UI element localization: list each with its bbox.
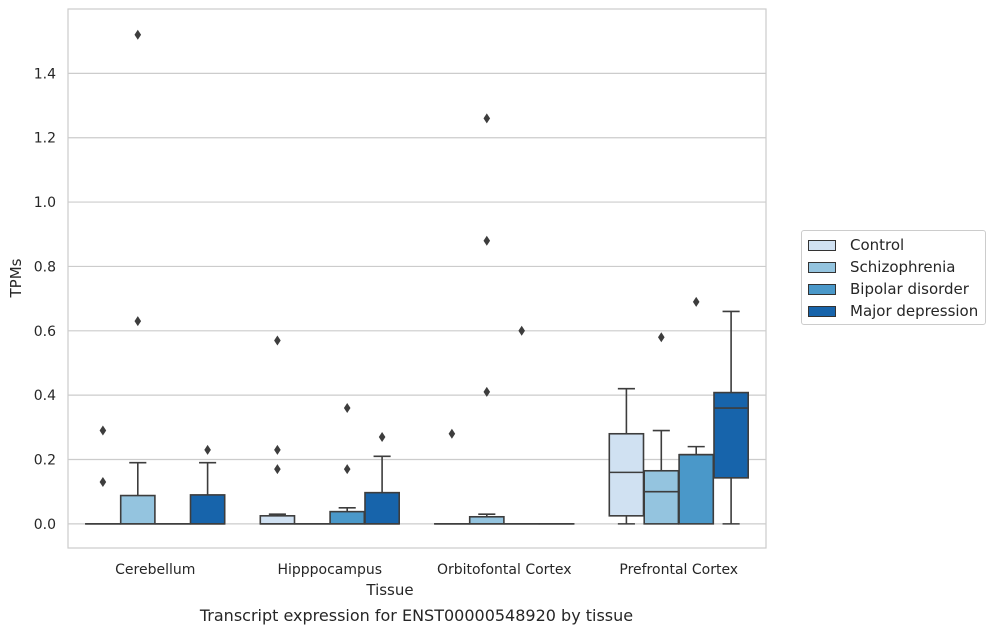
box-cerebellum-schizophrenia xyxy=(119,29,156,525)
y-tick-label: 1.0 xyxy=(34,195,56,211)
outlier-point xyxy=(134,29,142,40)
legend-swatch-schizophrenia xyxy=(808,261,836,273)
box-hipppocampus-control xyxy=(259,335,296,525)
box-body xyxy=(259,515,296,525)
legend-label-control: Control xyxy=(850,236,905,254)
gridlines xyxy=(68,72,766,525)
box-cerebellum-major-depression xyxy=(189,444,226,525)
box-orbitofontal-cortex-bipolar-disorder xyxy=(503,325,540,525)
box-prefrontal-cortex-major-depression xyxy=(713,310,750,525)
box-orbitofontal-cortex-schizophrenia xyxy=(468,113,505,525)
box-body xyxy=(713,391,750,479)
box-body xyxy=(364,491,401,525)
box-body xyxy=(643,469,680,525)
legend-label-schizophrenia: Schizophrenia xyxy=(850,258,956,276)
legend-swatch-major-depression xyxy=(808,305,836,317)
outlier-point xyxy=(658,332,665,343)
x-tick-label: Orbitofontal Cortex xyxy=(437,562,572,578)
x-tick-label: Hipppocampus xyxy=(277,562,382,578)
box-prefrontal-cortex-bipolar-disorder xyxy=(678,296,715,525)
outlier-point xyxy=(483,235,491,246)
legend-item-schizophrenia: Schizophrenia xyxy=(808,257,955,277)
y-tick-labels: 0.0 0.2 0.4 0.6 0.8 1.0 1.2 1.4 xyxy=(34,66,56,533)
box-hipppocampus-major-depression xyxy=(364,431,401,525)
y-tick-label: 0.6 xyxy=(34,324,56,340)
y-tick-label: 0.4 xyxy=(34,388,56,404)
outlier-point xyxy=(343,464,351,475)
box-orbitofontal-cortex-control xyxy=(433,428,470,525)
outlier-point xyxy=(99,425,107,436)
outlier-point xyxy=(134,316,142,327)
y-tick-label: 0.8 xyxy=(34,259,56,275)
box-hipppocampus-bipolar-disorder xyxy=(329,403,366,525)
outlier-point xyxy=(483,386,491,397)
legend-item-major-depression: Major depression xyxy=(808,301,978,321)
legend-item-bipolar-disorder: Bipolar disorder xyxy=(808,279,969,299)
y-axis-label: TPMs xyxy=(7,258,25,298)
x-tick-labels: Cerebellum Hipppocampus Orbitofontal Corte… xyxy=(115,562,738,578)
outlier-point xyxy=(343,403,351,414)
box-prefrontal-cortex-schizophrenia xyxy=(643,332,680,525)
legend-swatch-bipolar-disorder xyxy=(808,283,836,295)
outlier-point xyxy=(274,335,281,346)
box-body xyxy=(468,515,505,525)
legend-label-major-depression: Major depression xyxy=(850,302,979,320)
outlier-point xyxy=(378,431,386,442)
plot-frame xyxy=(67,8,767,549)
legend-item-control: Control xyxy=(808,235,904,255)
y-tick-label: 1.4 xyxy=(34,66,56,82)
box-cerebellum-control xyxy=(84,425,121,525)
boxes xyxy=(84,29,750,525)
legend: Control Schizophrenia Bipolar disorder M… xyxy=(801,230,986,325)
outlier-point xyxy=(274,444,281,455)
box-body xyxy=(119,494,156,525)
outlier-point xyxy=(99,477,107,488)
outlier-point xyxy=(448,428,456,439)
box-body xyxy=(608,432,645,517)
box-body xyxy=(678,453,715,525)
outlier-point xyxy=(692,296,700,307)
y-tick-label: 0.2 xyxy=(34,453,56,469)
outlier-point xyxy=(518,325,525,336)
x-tick-label: Cerebellum xyxy=(115,562,195,578)
y-tick-label: 0.0 xyxy=(34,517,56,533)
box-body xyxy=(329,510,366,525)
figure-caption: Transcript expression for ENST0000054892… xyxy=(199,606,634,625)
box-body xyxy=(189,494,226,525)
x-axis-label: Tissue xyxy=(365,581,413,599)
x-tick-label: Prefrontal Cortex xyxy=(619,562,738,578)
outlier-point xyxy=(274,464,281,475)
outlier-point xyxy=(483,113,491,124)
legend-swatch-control xyxy=(808,239,836,251)
y-tick-label: 1.2 xyxy=(34,131,56,147)
outlier-point xyxy=(204,444,211,455)
legend-label-bipolar-disorder: Bipolar disorder xyxy=(850,280,969,298)
box-prefrontal-cortex-control xyxy=(608,387,645,525)
